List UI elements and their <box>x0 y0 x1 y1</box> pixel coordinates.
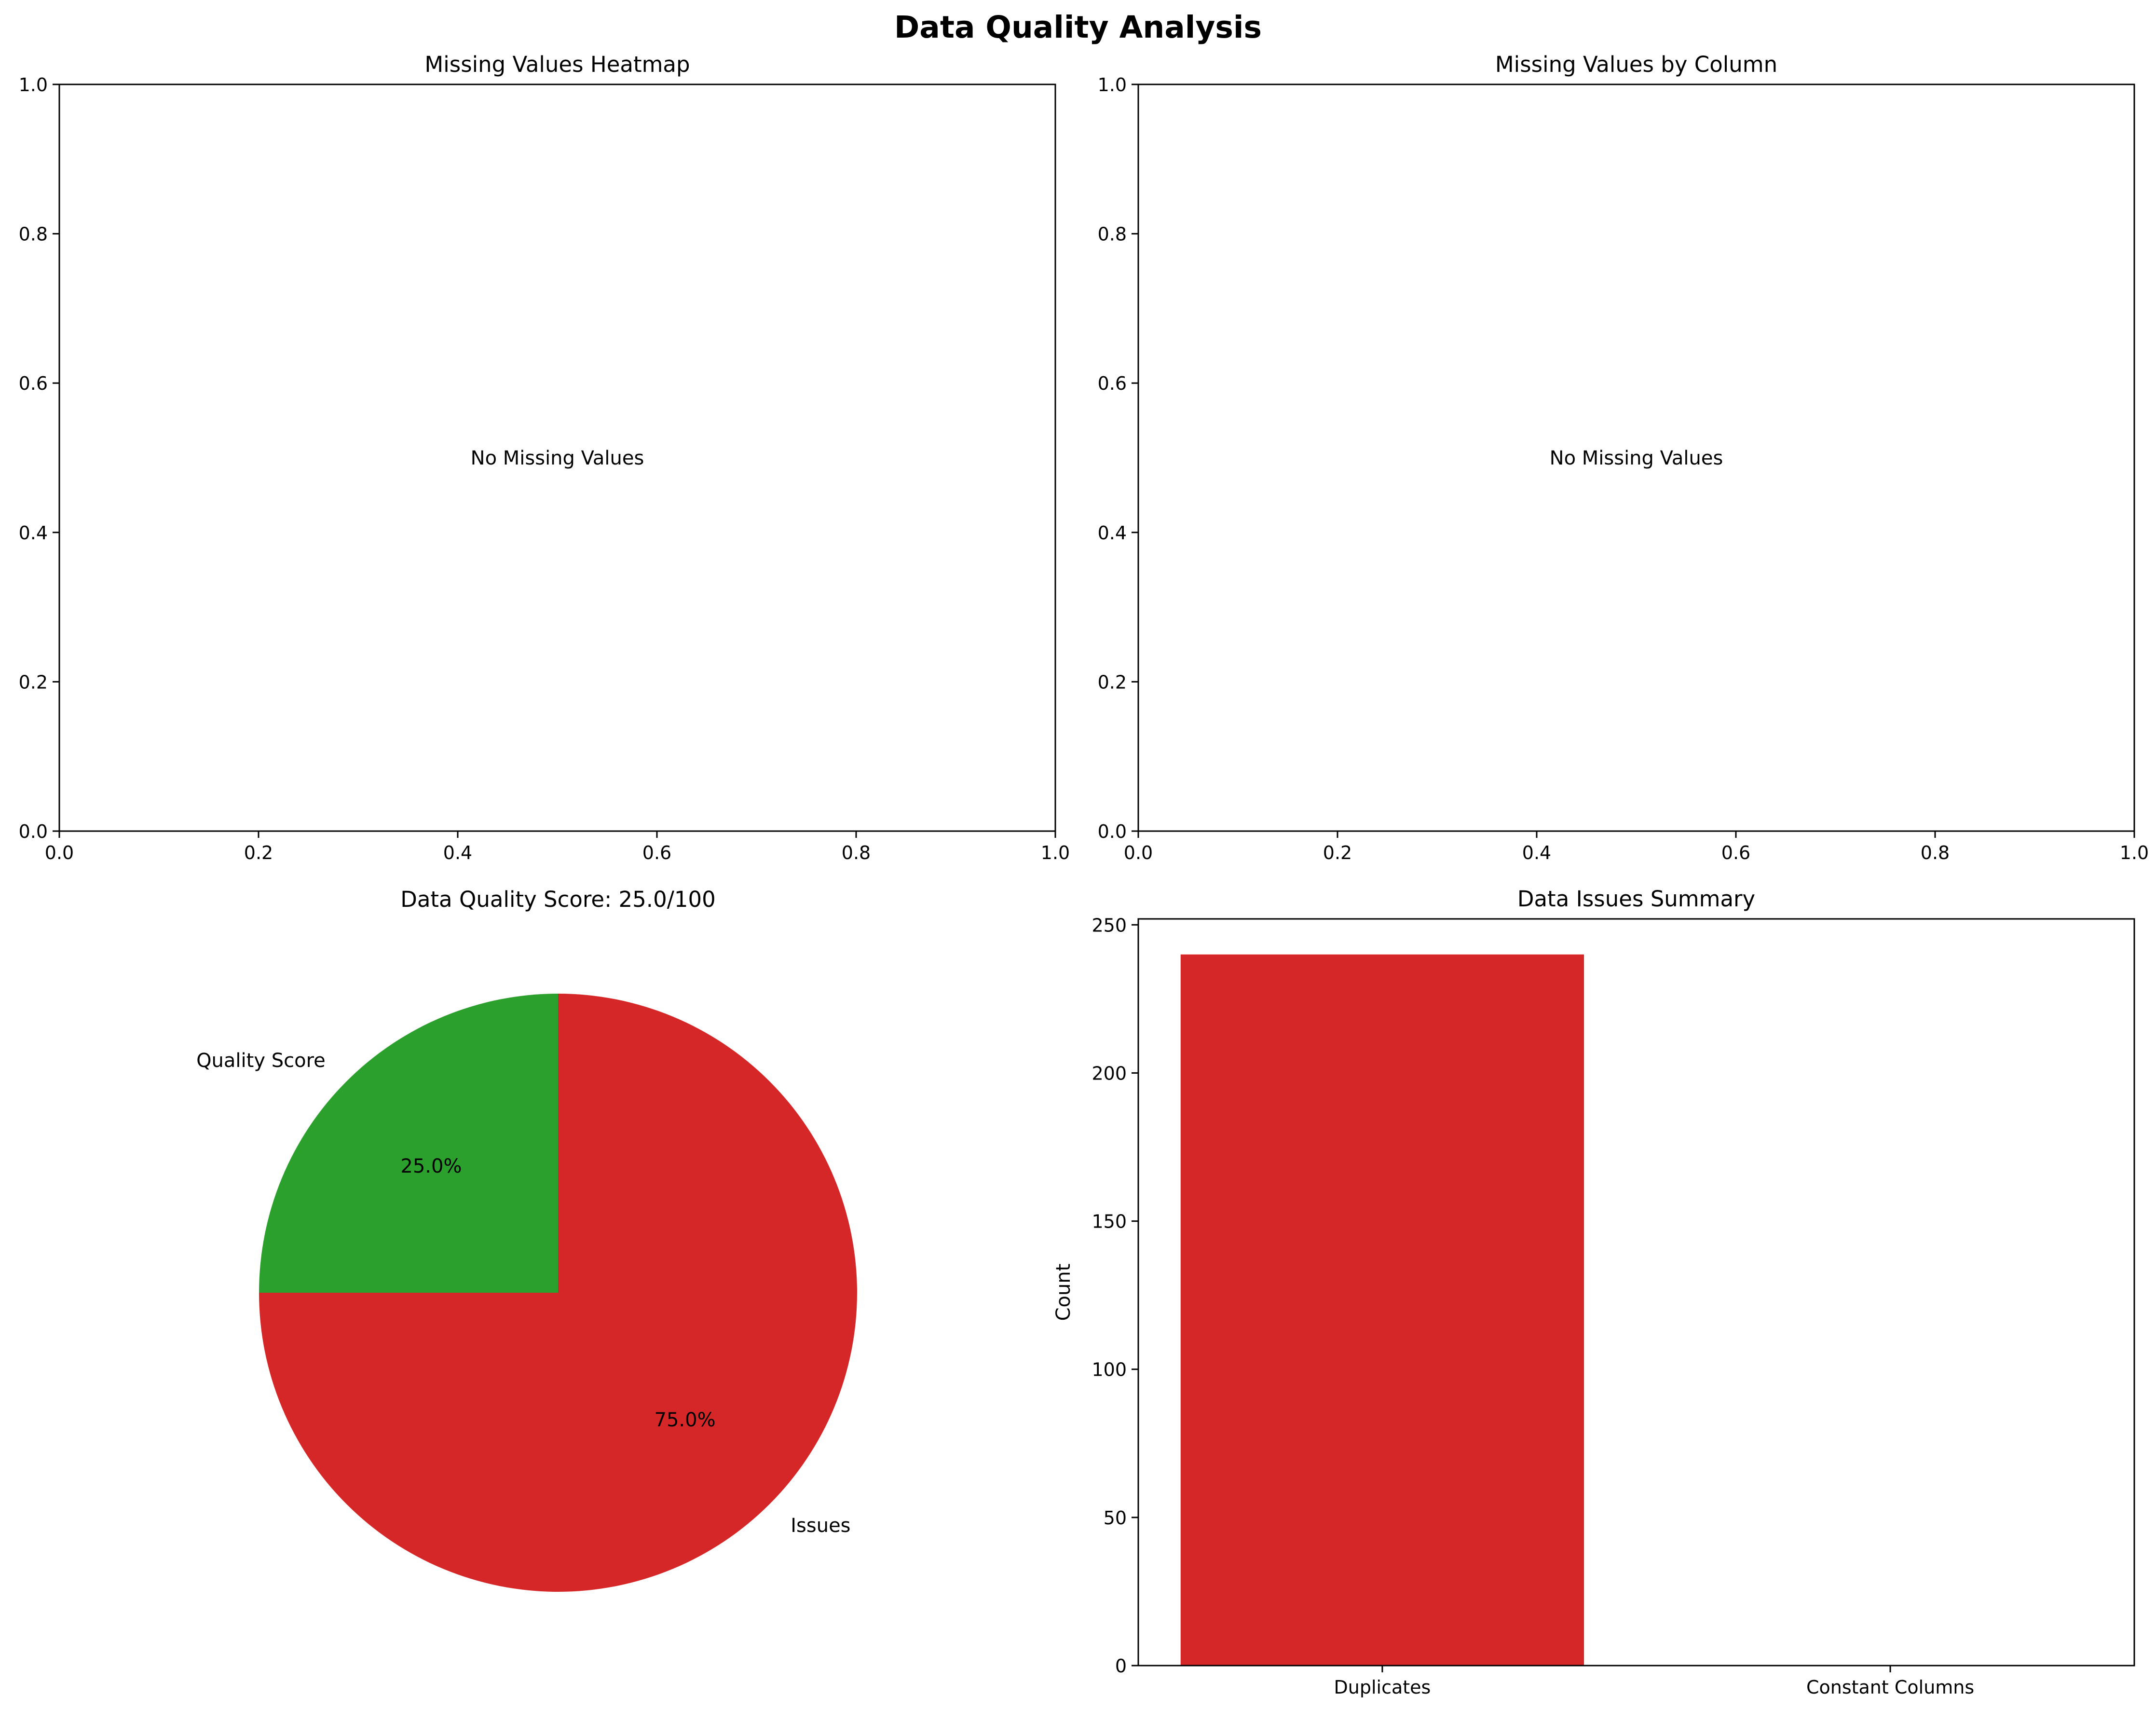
heatmap-ytick-label: 0.0 <box>19 821 48 842</box>
bar-duplicates <box>1180 954 1584 1666</box>
missing-by-column-no-missing-note: No Missing Values <box>1550 447 1723 469</box>
issues-summary-axes-frame <box>1137 918 2135 1667</box>
pie-label-quality-score: Quality Score <box>196 1050 326 1072</box>
pie-pct-quality-score: 25.0% <box>400 1155 462 1177</box>
missing-by-column-ytick-label: 0.4 <box>1098 522 1127 544</box>
heatmap-xtick-label: 0.6 <box>642 842 671 863</box>
heatmap-ytick-label: 0.8 <box>19 224 48 245</box>
heatmap-ytick-label: 0.2 <box>19 671 48 693</box>
issues-summary-ytick-label: 150 <box>1092 1211 1127 1232</box>
heatmap-xtick-label: 0.2 <box>244 842 273 863</box>
missing-values-heatmap-panel: Missing Values Heatmap No Missing Values… <box>19 52 1070 863</box>
missing-by-column-ytick-label: 0.2 <box>1098 671 1127 693</box>
missing-by-column-panel: Missing Values by Column No Missing Valu… <box>1098 52 2149 863</box>
pie-slice-issues <box>259 994 857 1592</box>
heatmap-xtick-label: 0.8 <box>842 842 871 863</box>
quality-score-title: Data Quality Score: 25.0/100 <box>400 887 716 912</box>
heatmap-xtick-label: 0.0 <box>45 842 74 863</box>
figure-title: Data Quality Analysis <box>894 10 1262 45</box>
heatmap-axes-frame <box>58 83 1056 832</box>
missing-by-column-xtick-label: 0.6 <box>1721 842 1750 863</box>
issues-summary-ylabel: Count <box>1052 1264 1075 1321</box>
pie-pct-issues: 75.0% <box>655 1409 716 1431</box>
heatmap-ytick-label: 0.6 <box>19 373 48 394</box>
issues-summary-panel: Data Issues Summary Count Duplicates Cons… <box>1052 886 2135 1698</box>
pie-label-issues: Issues <box>791 1515 850 1537</box>
heatmap-title: Missing Values Heatmap <box>424 52 690 77</box>
missing-by-column-ytick-label: 0.6 <box>1098 373 1127 394</box>
issues-summary-ytick-label: 0 <box>1115 1655 1127 1677</box>
missing-by-column-ytick-label: 0.0 <box>1098 821 1127 842</box>
missing-by-column-title: Missing Values by Column <box>1495 52 1777 77</box>
missing-by-column-xtick-label: 0.2 <box>1323 842 1352 863</box>
heatmap-ytick-label: 1.0 <box>19 74 48 96</box>
missing-by-column-ytick-label: 0.8 <box>1098 224 1127 245</box>
issues-summary-xtick-label: Duplicates <box>1334 1677 1431 1698</box>
heatmap-ytick-label: 0.4 <box>19 522 48 544</box>
issues-summary-ytick-label: 250 <box>1092 915 1127 936</box>
missing-by-column-xtick-label: 1.0 <box>2120 842 2149 863</box>
heatmap-xtick-label: 0.4 <box>443 842 472 863</box>
heatmap-xtick-label: 1.0 <box>1041 842 1070 863</box>
missing-by-column-xtick-label: 0.0 <box>1124 842 1153 863</box>
heatmap-no-missing-note: No Missing Values <box>471 447 644 469</box>
issues-summary-ytick-label: 200 <box>1092 1063 1127 1084</box>
issues-summary-xtick-label: Constant Columns <box>1806 1677 1974 1698</box>
issues-summary-title: Data Issues Summary <box>1517 886 1755 912</box>
quality-score-pie-panel: Data Quality Score: 25.0/100 Quality Sco… <box>196 887 857 1592</box>
issues-summary-ytick-label: 100 <box>1092 1359 1127 1381</box>
missing-by-column-axes-frame <box>1137 83 2135 832</box>
pie-slice-quality-score <box>259 994 558 1293</box>
missing-by-column-xtick-label: 0.8 <box>1921 842 1950 863</box>
missing-by-column-xtick-label: 0.4 <box>1522 842 1551 863</box>
missing-by-column-ytick-label: 1.0 <box>1098 74 1127 96</box>
issues-summary-ytick-label: 50 <box>1104 1507 1127 1529</box>
